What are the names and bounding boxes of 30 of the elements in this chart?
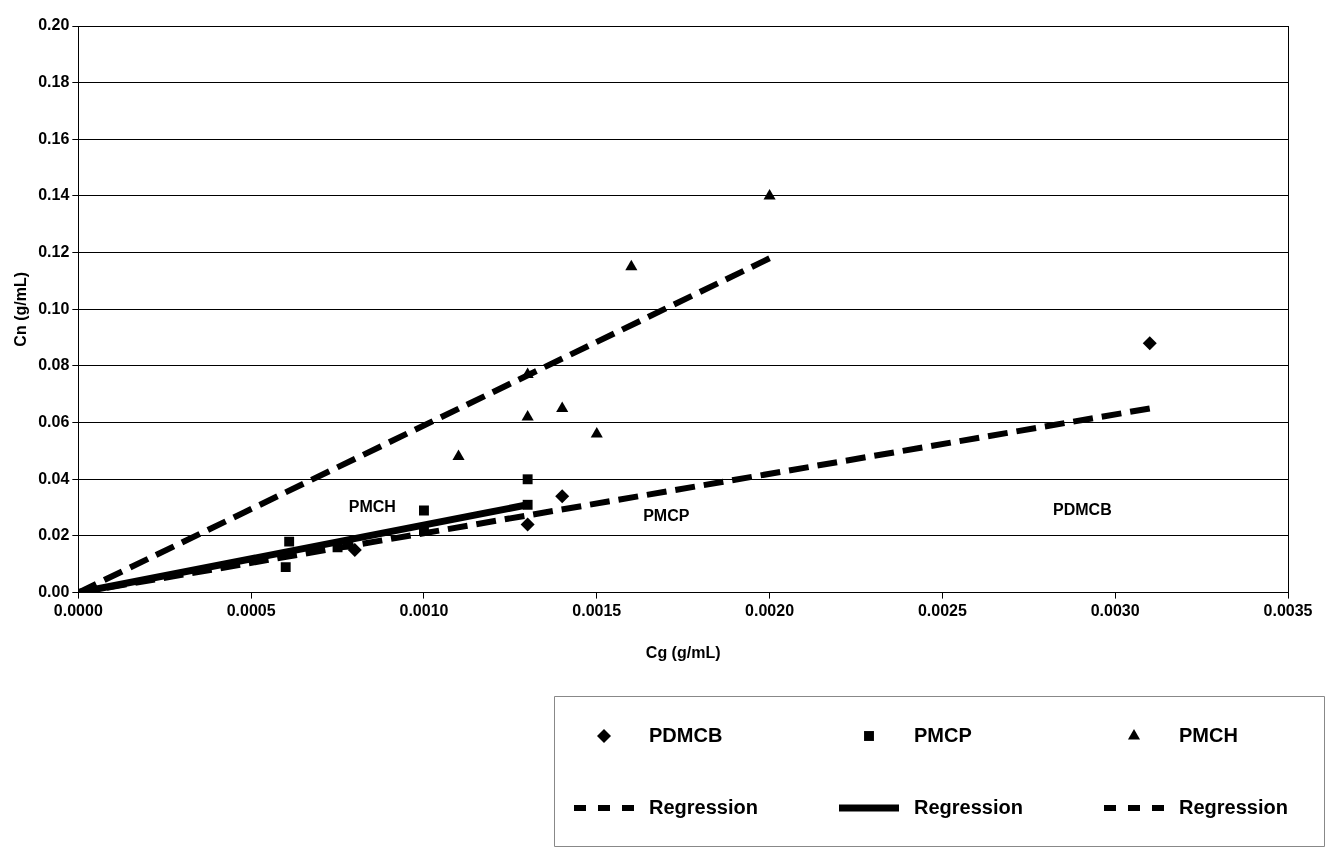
y-tick-label: 0.12 [38,243,70,261]
y-tick-label: 0.08 [38,356,70,374]
legend-label: Regression [649,795,758,818]
y-tick-label: 0.06 [38,413,70,431]
x-tick-label: 0.0020 [745,601,795,619]
x-tick-label: 0.0000 [53,601,103,619]
x-tick-label: 0.0035 [1263,601,1313,619]
x-tick-label: 0.0015 [572,601,622,619]
x-tick-label: 0.0025 [917,601,967,619]
y-tick-label: 0.20 [38,16,70,34]
legend-label: PMCP [914,723,972,746]
x-tick-label: 0.0030 [1090,601,1140,619]
legend-label: Regression [914,795,1023,818]
x-axis-title: Cg (g/mL) [645,643,721,661]
legend-label: Regression [1179,795,1288,818]
y-axis-title: Cn (g/mL) [12,271,30,347]
legend-label: PMCH [1179,723,1238,746]
y-tick-label: 0.02 [38,526,70,544]
y-tick-label: 0.18 [38,73,70,91]
y-tick-label: 0.04 [38,469,70,487]
annotation: PMCH [348,498,396,516]
y-tick-label: 0.10 [38,299,70,317]
y-tick-label: 0.00 [38,583,70,601]
annotation: PDMCB [1053,500,1112,518]
legend-label: PDMCB [649,723,723,746]
y-tick-label: 0.14 [38,186,70,204]
x-tick-label: 0.0010 [399,601,449,619]
x-tick-label: 0.0005 [226,601,276,619]
y-tick-label: 0.16 [38,129,70,147]
annotation: PMCP [643,506,690,524]
